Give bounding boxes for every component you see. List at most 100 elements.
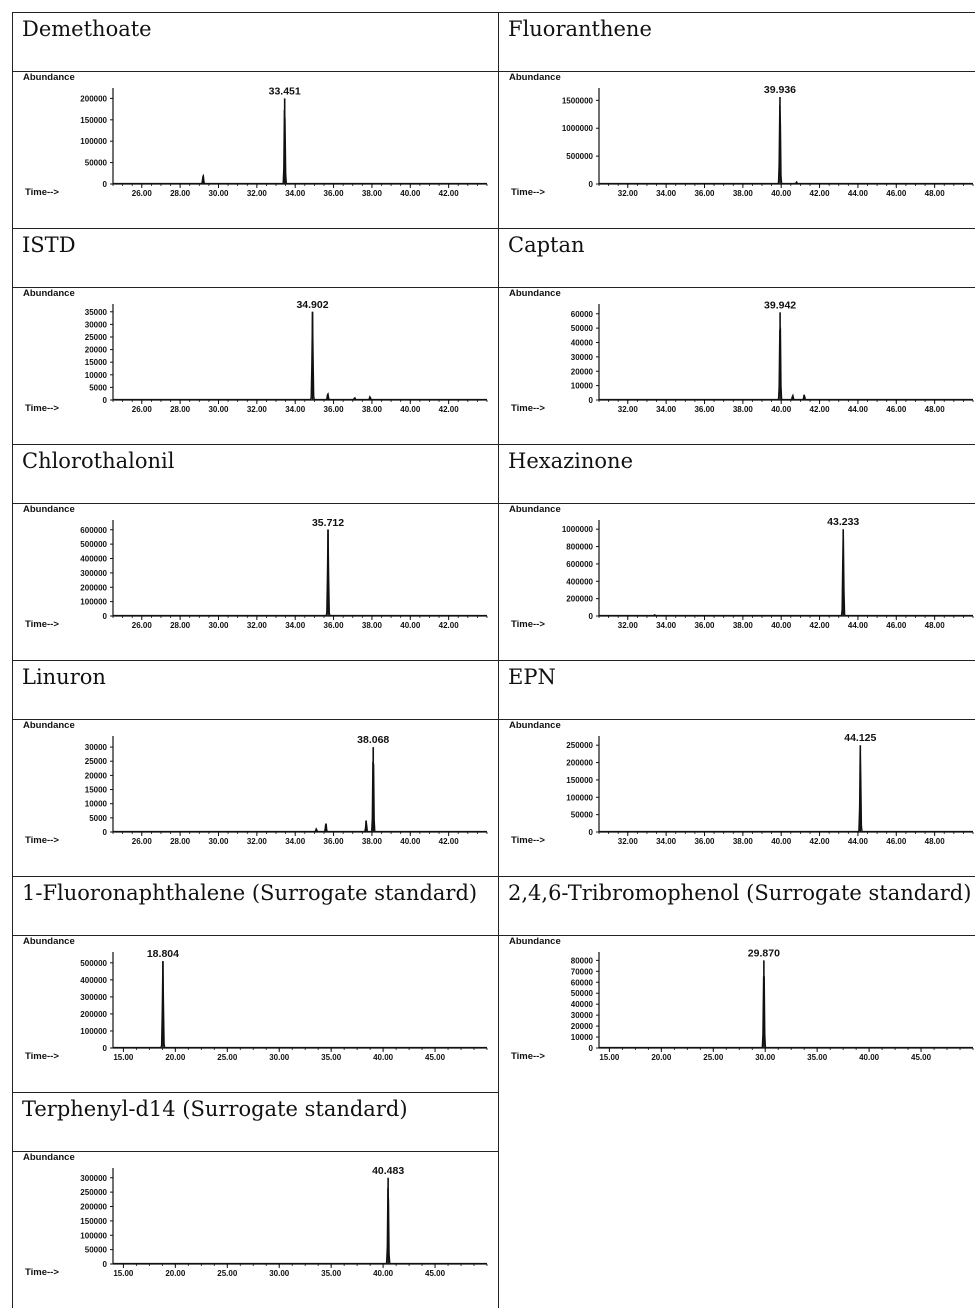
y-tick-label: 40000 xyxy=(571,339,594,348)
x-tick-label: 34.00 xyxy=(285,189,306,198)
y-tick-label: 20000 xyxy=(571,367,594,376)
y-tick-label: 80000 xyxy=(571,956,594,965)
compound-title: Chlorothalonil xyxy=(12,444,499,504)
y-tick-label: 1000000 xyxy=(562,525,594,534)
y-tick-label: 10000 xyxy=(85,371,108,380)
chromatogram-panel: Abundance 0 100000 200000 300000 400000 500000… xyxy=(12,504,499,660)
y-tick-label: 30000 xyxy=(571,1011,594,1020)
x-tick-label: 36.00 xyxy=(694,405,715,414)
y-tick-label: 0 xyxy=(589,180,594,189)
x-tick-label: 34.00 xyxy=(656,837,677,846)
y-tick-label: 500000 xyxy=(566,152,593,161)
y-tick-label: 600000 xyxy=(566,560,593,569)
y-tick-label: 20000 xyxy=(571,1022,594,1031)
y-axis-title: Abundance xyxy=(509,288,561,299)
chromatogram-panel: Abundance 0 500000 1000000 1500000 32.00 34.00… xyxy=(498,72,975,228)
chromatogram-panel: Abundance 0 50000 100000 150000 200000 250000 3… xyxy=(12,1152,499,1308)
x-tick-label: 15.00 xyxy=(113,1269,134,1278)
y-tick-label: 10000 xyxy=(571,382,594,391)
x-tick-label: 40.00 xyxy=(373,1053,394,1062)
peak-retention-label: 43.233 xyxy=(827,516,859,528)
x-tick-label: 36.00 xyxy=(324,621,345,630)
chromatogram-svg: Abundance 0 200000 400000 600000 800000 100000… xyxy=(509,504,974,630)
peak-retention-label: 33.451 xyxy=(269,85,301,97)
signal-trace xyxy=(113,529,487,617)
x-tick-label: 42.00 xyxy=(810,621,831,630)
x-tick-label: 35.00 xyxy=(321,1269,342,1278)
y-tick-label: 200000 xyxy=(80,583,107,592)
x-tick-label: 38.00 xyxy=(362,189,383,198)
compound-title: Hexazinone xyxy=(498,444,975,504)
y-tick-label: 300000 xyxy=(80,993,107,1002)
y-tick-label: 0 xyxy=(103,180,108,189)
chromatogram-svg: Abundance 0 50000 100000 150000 200000 250000 3… xyxy=(23,1152,488,1278)
x-tick-label: 42.00 xyxy=(810,405,831,414)
x-axis-title: Time--> xyxy=(25,619,59,630)
x-tick-label: 32.00 xyxy=(618,189,639,198)
y-tick-label: 50000 xyxy=(85,159,108,168)
y-axis-title: Abundance xyxy=(23,936,75,947)
y-axis-title: Abundance xyxy=(23,288,75,299)
x-tick-label: 30.00 xyxy=(269,1053,290,1062)
chromatogram-svg: Abundance 0 100000 200000 300000 400000 500000… xyxy=(23,936,488,1062)
x-tick-label: 30.00 xyxy=(208,621,229,630)
y-tick-label: 10000 xyxy=(85,800,108,809)
y-tick-label: 5000 xyxy=(89,383,107,392)
x-tick-label: 46.00 xyxy=(886,837,907,846)
x-axis-title: Time--> xyxy=(511,403,545,414)
x-axis-title: Time--> xyxy=(25,835,59,846)
y-axis-title: Abundance xyxy=(509,504,561,515)
x-tick-label: 30.00 xyxy=(208,837,229,846)
peak-retention-label: 18.804 xyxy=(147,948,179,960)
x-tick-label: 42.00 xyxy=(439,405,460,414)
x-tick-label: 36.00 xyxy=(694,621,715,630)
y-tick-label: 0 xyxy=(103,612,108,621)
y-tick-label: 50000 xyxy=(571,811,594,820)
y-axis-title: Abundance xyxy=(23,504,75,515)
x-tick-label: 40.00 xyxy=(373,1269,394,1278)
x-tick-label: 42.00 xyxy=(439,837,460,846)
signal-trace xyxy=(599,104,973,185)
y-tick-label: 150000 xyxy=(566,776,593,785)
signal-trace xyxy=(113,109,487,185)
signal-trace xyxy=(113,311,487,401)
x-tick-label: 34.00 xyxy=(656,405,677,414)
y-tick-label: 10000 xyxy=(571,1033,594,1042)
peak-retention-label: 38.068 xyxy=(357,734,389,746)
x-tick-label: 32.00 xyxy=(247,837,268,846)
x-tick-label: 40.00 xyxy=(400,837,421,846)
x-tick-label: 36.00 xyxy=(324,405,345,414)
compound-title: EPN xyxy=(498,660,975,720)
y-tick-label: 200000 xyxy=(80,1203,107,1212)
x-tick-label: 32.00 xyxy=(247,189,268,198)
compound-title: Fluoranthene xyxy=(498,12,975,72)
signal-trace xyxy=(113,761,487,833)
chromatogram-panel: Abundance 0 100000 200000 300000 400000 500000… xyxy=(12,936,499,1092)
y-tick-label: 25000 xyxy=(85,333,108,342)
y-tick-label: 25000 xyxy=(85,757,108,766)
x-axis-title: Time--> xyxy=(25,1267,59,1278)
x-tick-label: 44.00 xyxy=(848,405,869,414)
y-axis-title: Abundance xyxy=(23,72,75,83)
x-tick-label: 26.00 xyxy=(132,837,153,846)
x-tick-label: 34.00 xyxy=(285,621,306,630)
x-axis-title: Time--> xyxy=(25,1051,59,1062)
x-tick-label: 36.00 xyxy=(324,837,345,846)
y-tick-label: 35000 xyxy=(85,308,108,317)
y-tick-label: 0 xyxy=(589,828,594,837)
y-axis-title: Abundance xyxy=(509,72,561,83)
x-tick-label: 40.00 xyxy=(400,621,421,630)
x-tick-label: 48.00 xyxy=(925,189,946,198)
x-tick-label: 26.00 xyxy=(132,189,153,198)
x-tick-label: 20.00 xyxy=(651,1053,672,1062)
y-tick-label: 100000 xyxy=(80,598,107,607)
y-tick-label: 30000 xyxy=(85,320,108,329)
x-tick-label: 34.00 xyxy=(285,405,306,414)
x-tick-label: 38.00 xyxy=(362,405,383,414)
y-tick-label: 50000 xyxy=(571,324,594,333)
y-axis-title: Abundance xyxy=(23,1152,75,1163)
y-tick-label: 20000 xyxy=(85,346,108,355)
compound-title: ISTD xyxy=(12,228,499,288)
signal-trace xyxy=(599,748,973,833)
signal-trace xyxy=(113,961,487,1049)
